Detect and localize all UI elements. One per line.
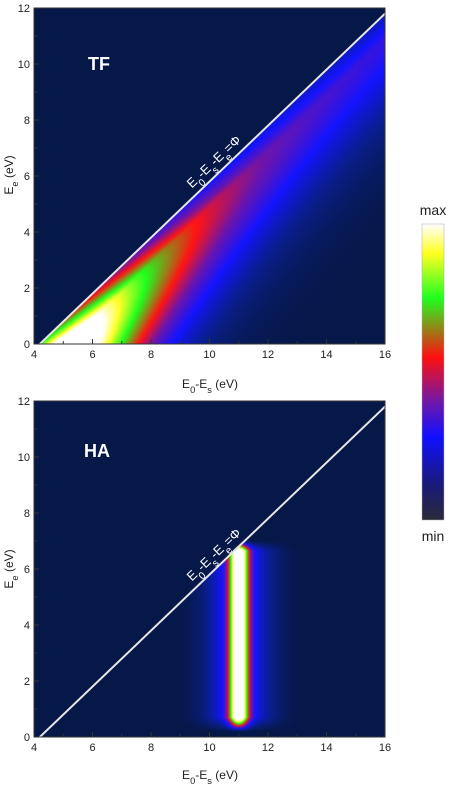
y-tick-label: 0: [24, 732, 30, 744]
x-tick-label: 4: [31, 349, 37, 361]
x-tick-label: 14: [320, 349, 332, 361]
y-tick-label: 8: [24, 508, 30, 520]
x-tick-label: 8: [148, 742, 154, 754]
x-axis-label: E0-Es (eV): [182, 768, 238, 786]
x-tick-label: 6: [89, 742, 95, 754]
x-tick-label: 10: [203, 742, 215, 754]
y-axis-label: Ee (eV): [2, 155, 20, 194]
colorbar: max min: [420, 202, 446, 544]
y-tick-label: 8: [24, 115, 30, 127]
y-tick-label: 10: [18, 59, 30, 71]
x-tick-label: 16: [379, 349, 391, 361]
y-tick-label: 12: [18, 3, 30, 15]
x-tick-label: 6: [89, 349, 95, 361]
panel-label: TF: [88, 54, 110, 74]
panel-label: HA: [84, 441, 110, 461]
y-tick-label: 6: [24, 564, 30, 576]
x-tick-label: 16: [379, 742, 391, 754]
y-tick-label: 2: [24, 283, 30, 295]
heatmap-image: [34, 8, 385, 344]
diagonal-line: [39, 405, 385, 737]
colorbar-gradient: [421, 223, 445, 521]
axis-ticks: 4 6 8 10 12 14 16 0 2 4 6 8 10 12: [18, 396, 391, 754]
y-tick-label: 0: [24, 339, 30, 351]
y-tick-label: 12: [18, 396, 30, 408]
x-tick-label: 12: [262, 349, 274, 361]
colorbar-max-label: max: [420, 202, 446, 218]
y-tick-label: 4: [24, 227, 30, 239]
y-tick-label: 4: [24, 620, 30, 632]
axis-ticks: 4 6 8 10 12 14 16 0 2 4 6 8 10 12: [18, 3, 391, 361]
x-tick-label: 14: [320, 742, 332, 754]
x-tick-label: 10: [203, 349, 215, 361]
y-tick-label: 2: [24, 676, 30, 688]
heatmap-image: [34, 401, 385, 737]
y-tick-label: 10: [18, 452, 30, 464]
y-tick-label: 6: [24, 171, 30, 183]
x-axis-label: E0-Es (eV): [182, 377, 238, 395]
x-tick-label: 4: [31, 742, 37, 754]
x-tick-label: 8: [148, 349, 154, 361]
x-tick-label: 12: [262, 742, 274, 754]
diagonal-line: [39, 12, 385, 344]
colorbar-min-label: min: [422, 528, 445, 544]
y-axis-label: Ee (eV): [2, 549, 20, 588]
